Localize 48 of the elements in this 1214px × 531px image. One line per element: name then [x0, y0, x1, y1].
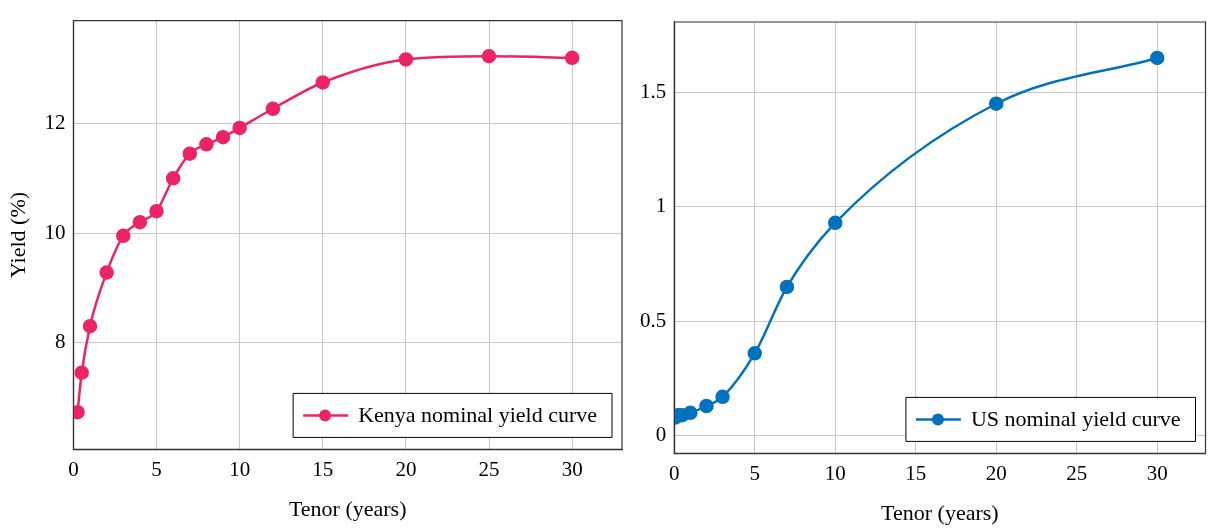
point	[715, 389, 730, 405]
point	[165, 171, 181, 186]
point	[747, 346, 762, 361]
x-tick-label: 20	[985, 460, 1007, 485]
y-tick-label: 0	[655, 422, 667, 447]
point	[215, 130, 231, 145]
x-tick-label: 15	[905, 460, 927, 485]
legend-label: Kenya nominal yield curve	[358, 402, 598, 428]
point	[265, 101, 281, 117]
x-tick-label: 25	[478, 456, 500, 481]
point	[779, 279, 795, 295]
point	[149, 203, 164, 219]
point	[199, 137, 214, 152]
point	[116, 228, 131, 244]
x-tick-label: 10	[824, 460, 846, 485]
point	[182, 146, 198, 161]
point	[827, 215, 843, 231]
point	[564, 50, 580, 66]
point	[232, 120, 247, 136]
x-tick-label: 30	[1146, 460, 1168, 485]
point	[481, 48, 497, 64]
x-tick-label: 5	[749, 460, 760, 485]
x-tick-label: 5	[151, 456, 162, 481]
y-axis-title: Yield (%)	[4, 191, 30, 279]
point	[315, 75, 331, 90]
y-tick-label: 1	[655, 193, 667, 218]
x-tick-label: 15	[312, 456, 334, 481]
point	[988, 96, 1004, 111]
legend-label: US nominal yield curve	[970, 406, 1181, 432]
point	[132, 214, 148, 230]
x-axis-title: Tenor (years)	[288, 495, 407, 521]
point	[683, 405, 698, 421]
x-tick-label: 20	[395, 456, 417, 481]
point	[99, 265, 114, 280]
y-tick-label: 10	[44, 219, 66, 244]
point	[699, 398, 714, 414]
x-tick-label: 25	[1066, 460, 1088, 485]
y-tick-label: 1.5	[640, 78, 667, 103]
point	[398, 52, 414, 67]
x-tick-label: 30	[561, 456, 583, 481]
point	[1149, 50, 1165, 66]
y-tick-label: 12	[44, 110, 66, 135]
point	[82, 318, 98, 334]
x-tick-label: 10	[229, 456, 251, 481]
x-axis-title: Tenor (years)	[881, 499, 999, 525]
point	[74, 365, 89, 380]
y-tick-label: 0.5	[640, 307, 667, 332]
y-tick-label: 8	[54, 329, 66, 354]
